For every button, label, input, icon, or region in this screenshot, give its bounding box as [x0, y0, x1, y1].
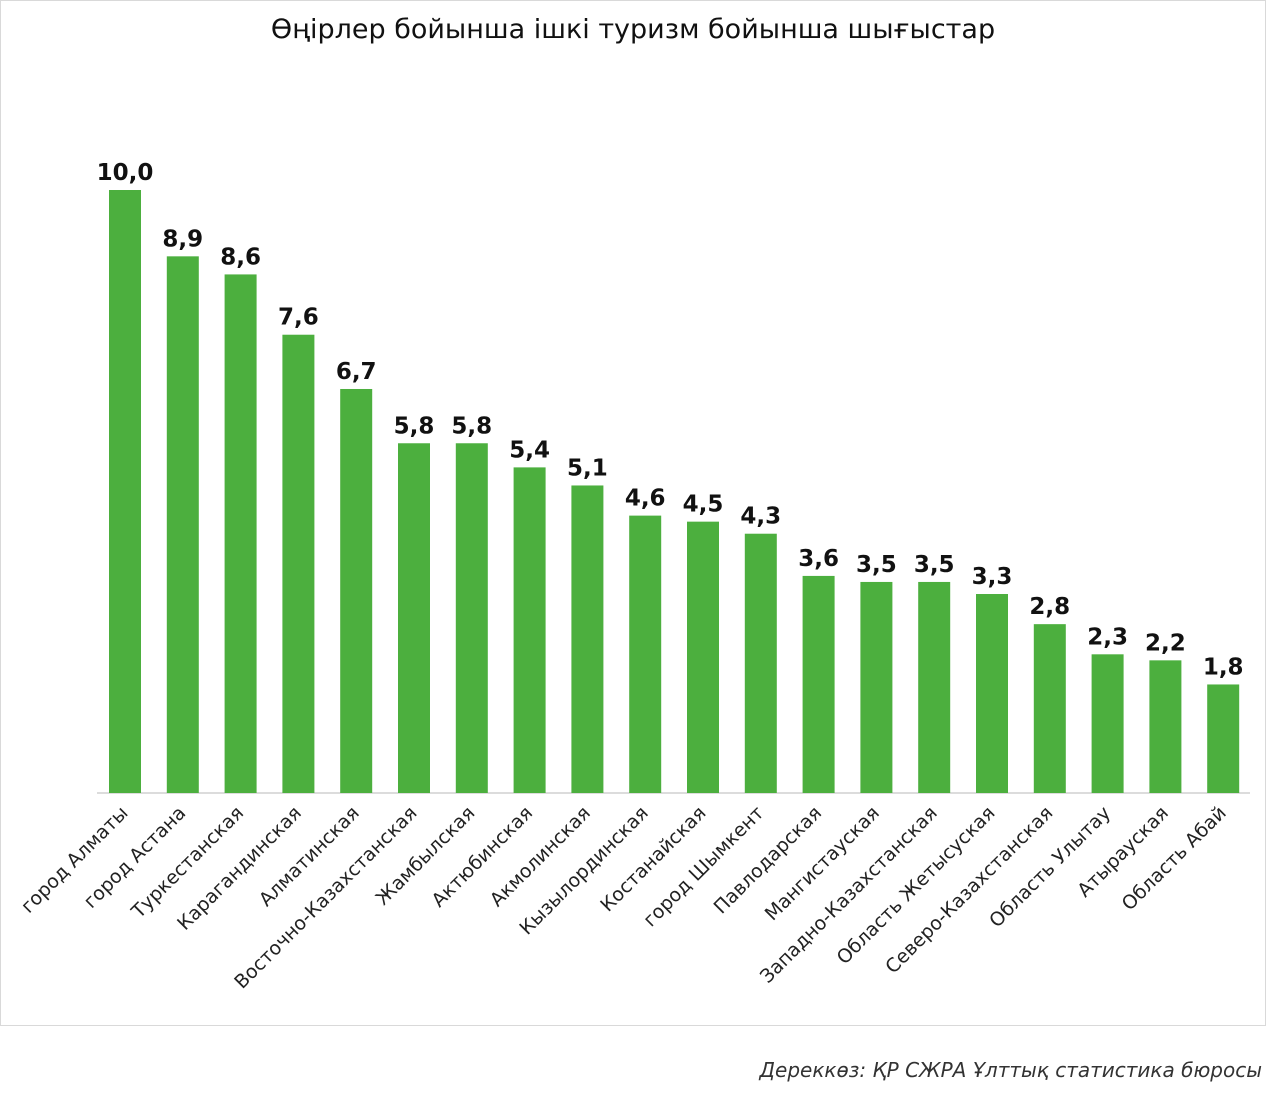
bar-19 [1207, 684, 1240, 793]
value-label-2: 8,6 [220, 244, 261, 270]
value-label-0: 10,0 [97, 160, 154, 186]
category-label-19: Область Абай [1118, 802, 1231, 915]
bar-8 [571, 485, 604, 793]
value-label-12: 3,6 [798, 546, 839, 572]
chart-title: Өңірлер бойынша ішкі туризм бойынша шығы… [270, 14, 996, 45]
bar-0 [109, 190, 141, 793]
bar-7 [513, 467, 546, 793]
value-label-13: 3,5 [856, 552, 897, 578]
bar-6 [455, 443, 488, 793]
bar-4 [340, 388, 373, 793]
bar-11 [744, 533, 777, 793]
value-label-7: 5,4 [509, 437, 550, 463]
value-label-11: 4,3 [740, 504, 781, 530]
category-label-12: Павлодарская [710, 802, 826, 918]
value-label-5: 5,8 [394, 413, 435, 439]
value-label-15: 3,3 [972, 564, 1013, 590]
category-label-1: город Астана [80, 802, 191, 913]
value-label-4: 6,7 [336, 359, 377, 385]
bar-3 [282, 334, 315, 793]
bar-10 [687, 521, 719, 793]
source-note: Дереккөз: ҚР СЖРА Ұлттық статистика бюро… [759, 1058, 1262, 1082]
category-label-10: Костанайская [596, 802, 710, 916]
bar-17 [1091, 654, 1124, 793]
value-label-18: 2,2 [1145, 630, 1186, 656]
bar-14 [918, 581, 951, 793]
category-label-6: Жамбылская [372, 802, 480, 910]
category-label-4: Алматинская [255, 802, 364, 911]
bar-9 [629, 515, 662, 793]
bar-13 [860, 581, 893, 793]
bar-12 [802, 575, 835, 793]
value-label-9: 4,6 [625, 486, 666, 512]
bar-15 [976, 594, 1008, 793]
chart-frame [0, 0, 1266, 1026]
bar-2 [224, 274, 257, 793]
bar-16 [1033, 624, 1066, 793]
category-label-7: Актюбинская [428, 802, 538, 912]
category-label-0: город Алматы [17, 802, 133, 918]
bar-18 [1149, 660, 1182, 793]
bar-5 [398, 443, 430, 793]
bar-chart: 10,0 8,9 8,6 7,6 6,7 5,8 5,8 5,4 5,1 4,6 4,5 4,3 3,6… [17, 160, 1250, 993]
value-label-17: 2,3 [1087, 624, 1128, 650]
value-label-1: 8,9 [162, 226, 203, 252]
value-label-14: 3,5 [914, 552, 955, 578]
bar-1 [166, 256, 199, 794]
value-label-3: 7,6 [278, 305, 319, 331]
value-label-16: 2,8 [1029, 594, 1070, 620]
value-label-6: 5,8 [451, 413, 492, 439]
value-label-8: 5,1 [567, 455, 608, 481]
value-label-19: 1,8 [1203, 654, 1244, 680]
value-label-10: 4,5 [683, 492, 724, 518]
category-label-8: Акмолинская [486, 802, 595, 911]
